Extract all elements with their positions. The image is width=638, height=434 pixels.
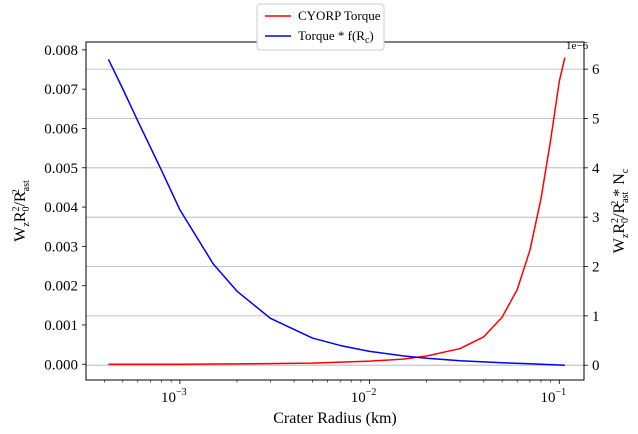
y-left-tick-label-3: 0.003 bbox=[44, 239, 78, 255]
legend-label-torque-f-rc: Torque * f(Rc) bbox=[298, 28, 374, 46]
y-left-tick-label-2: 0.002 bbox=[44, 279, 78, 295]
plot-series-group bbox=[107, 57, 566, 366]
grid-lines bbox=[86, 68, 584, 366]
y-right-axis-label: WzR02/Rast2 * Nc bbox=[610, 168, 631, 253]
x-axis-ticks: 10−3 10−2 10−1 bbox=[104, 380, 566, 406]
legend: CYORP Torque Torque * f(Rc) bbox=[256, 3, 385, 51]
y-right-tick-label-4: 4 bbox=[592, 161, 600, 177]
x-tick-label-2: 10−1 bbox=[540, 387, 566, 406]
y-right-axis-ticks: 0 1 2 3 4 5 6 bbox=[584, 62, 600, 374]
y-left-tick-label-7: 0.007 bbox=[44, 82, 78, 98]
y-left-tick-label-1: 0.001 bbox=[44, 318, 78, 334]
legend-label-cyorp-torque: CYORP Torque bbox=[298, 8, 381, 23]
x-tick-label-0: 10−3 bbox=[161, 387, 187, 406]
y-left-tick-label-0: 0.000 bbox=[44, 357, 78, 373]
y-left-tick-label-5: 0.005 bbox=[44, 161, 78, 177]
y-right-tick-label-1: 1 bbox=[592, 309, 600, 325]
x-axis-label: Crater Radius (km) bbox=[273, 410, 397, 427]
series-line-1 bbox=[107, 58, 565, 366]
plot-frame bbox=[85, 41, 585, 381]
y-right-tick-label-3: 3 bbox=[592, 210, 600, 226]
x-tick-label-1: 10−2 bbox=[351, 387, 377, 406]
series-line-0 bbox=[108, 57, 566, 366]
y-left-axis-ticks: 0.000 0.001 0.002 0.003 0.004 0.005 0.006 0.007… bbox=[44, 43, 86, 373]
y-right-tick-label-2: 2 bbox=[592, 260, 600, 276]
y-right-tick-label-0: 0 bbox=[592, 358, 600, 374]
y-left-tick-label-6: 0.006 bbox=[44, 121, 78, 137]
y-right-tick-label-5: 5 bbox=[592, 111, 600, 127]
right-axis-scale-label: 1e−6 bbox=[566, 40, 589, 52]
y-left-tick-label-4: 0.004 bbox=[44, 200, 78, 216]
y-right-tick-label-6: 6 bbox=[592, 62, 600, 78]
y-left-tick-label-8: 0.008 bbox=[44, 43, 78, 59]
y-left-axis-label: WzR02/Rast2 bbox=[11, 180, 32, 242]
